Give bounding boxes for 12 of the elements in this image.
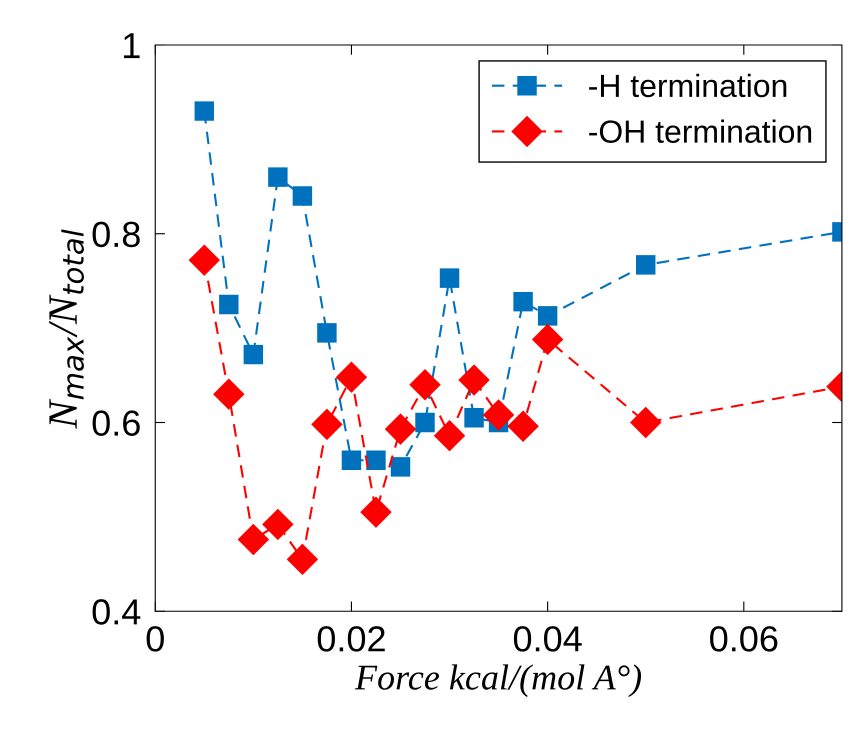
y-tick-label: 1	[124, 33, 140, 58]
legend-label: -OH termination	[589, 120, 812, 143]
x-tick-label: 0.04	[514, 626, 582, 652]
x-axis-title: Force kcal/(mol A°)	[354, 664, 642, 698]
x-tick-label: 0.06	[710, 626, 778, 652]
y-tick-label: 0.4	[92, 599, 140, 625]
legend-label: -H termination	[589, 74, 786, 98]
x-tick-label: 0	[146, 626, 164, 652]
y-tick-label: 0.6	[92, 410, 140, 436]
x-tick-label: 0.02	[318, 626, 385, 652]
y-axis-title: N$_{max}$/N$_{total}$	[49, 229, 84, 429]
y-tick-label: 0.8	[92, 222, 140, 248]
